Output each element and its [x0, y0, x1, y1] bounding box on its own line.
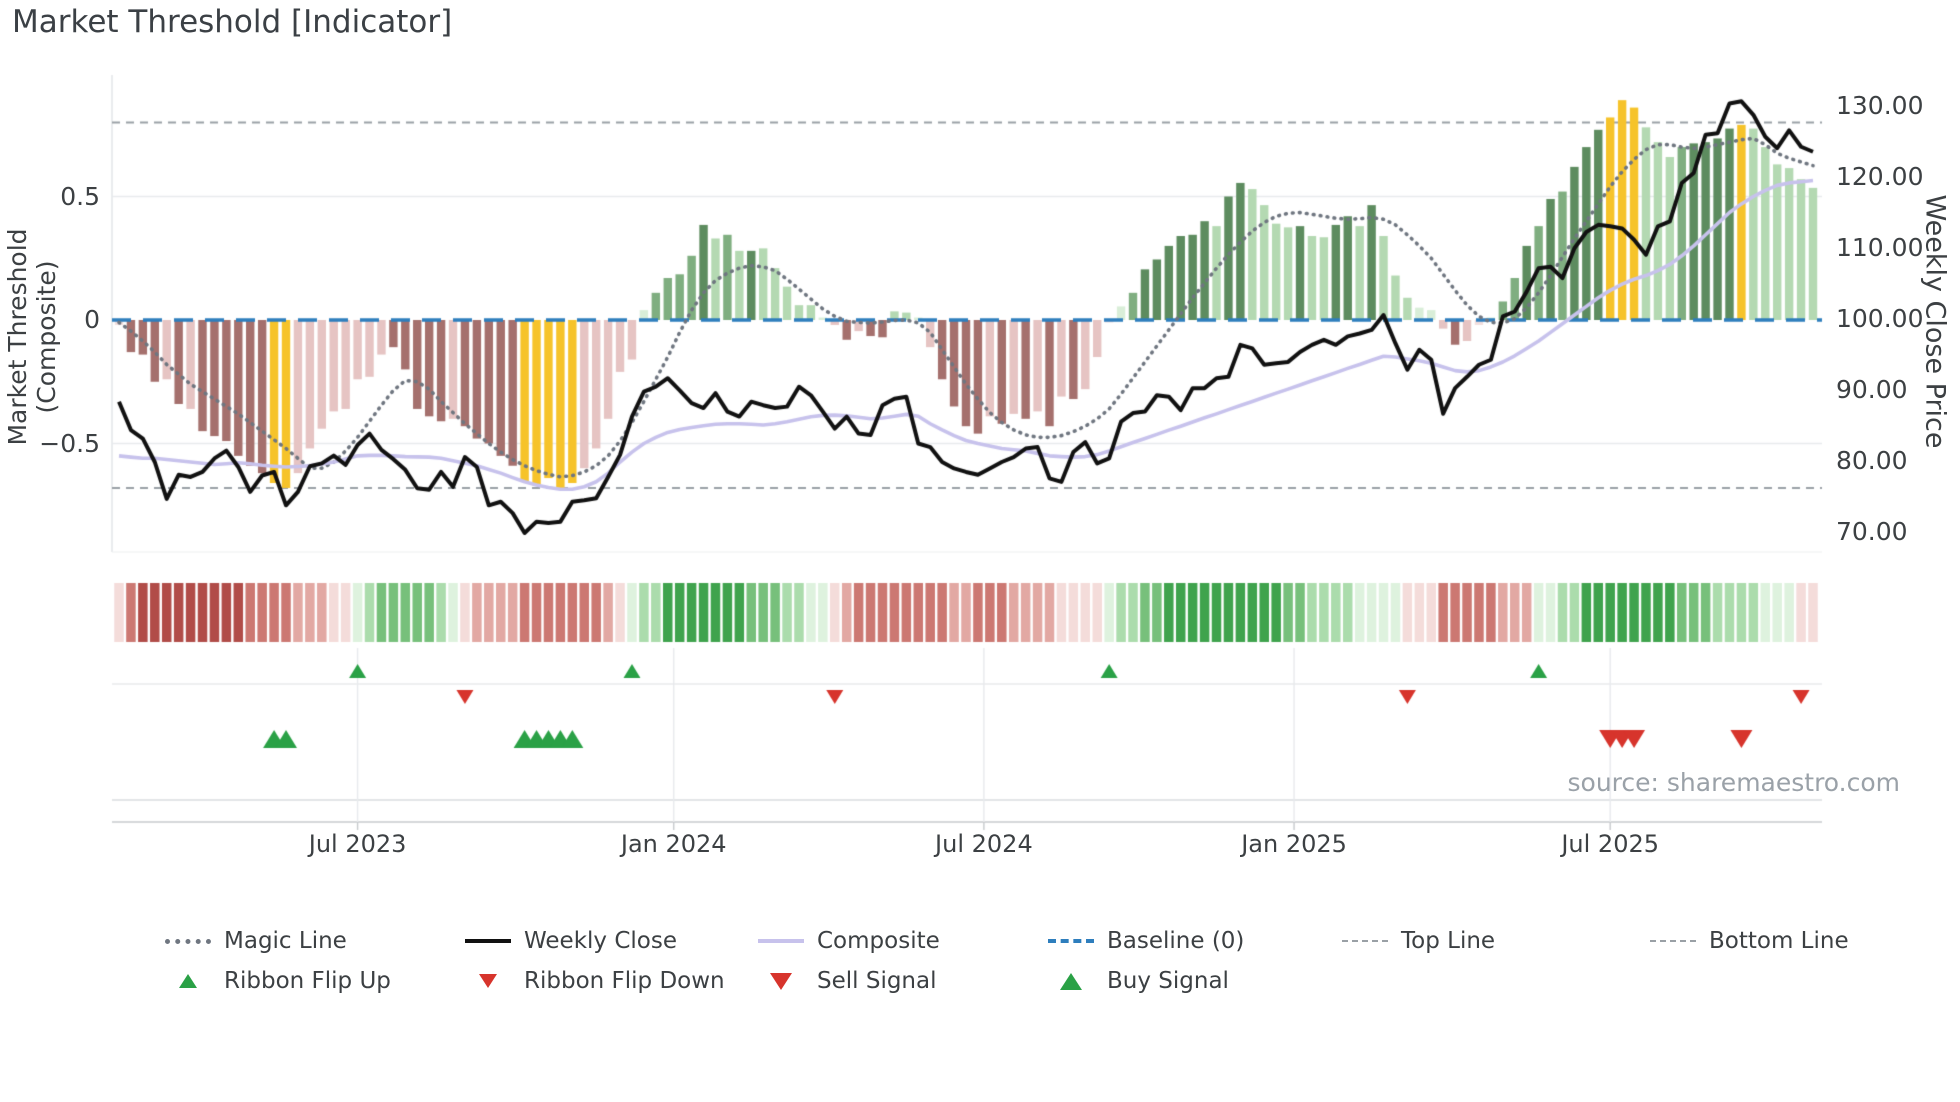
legend-item-buy-signal: Buy Signal — [1048, 966, 1229, 996]
right-axis-tick-110.00: 110.00 — [1836, 233, 1924, 262]
top-line-swatch — [1342, 940, 1388, 942]
legend-label-weekly-close: Weekly Close — [524, 928, 677, 954]
baseline-swatch — [1048, 939, 1094, 943]
legend-label-bottom-line: Bottom Line — [1709, 928, 1849, 954]
right-axis-tick-100.00: 100.00 — [1836, 304, 1924, 333]
page-title: Market Threshold [Indicator] — [12, 4, 453, 40]
legend-label-top-line: Top Line — [1401, 928, 1496, 954]
left-axis-tick-0.5: 0.5 — [60, 181, 100, 211]
legend-label-magic-line: Magic Line — [224, 928, 347, 954]
source-attribution: source: sharemaestro.com — [1567, 768, 1901, 797]
ribbon-flip-up-swatch — [165, 974, 211, 988]
x-axis-tick-Jul-2024: Jul 2024 — [935, 830, 1033, 858]
right-axis-tick-80.00: 80.00 — [1836, 446, 1908, 475]
weekly-close-swatch — [465, 939, 511, 943]
left-axis-title: Market Threshold (Composite) — [3, 228, 61, 446]
legend-label-sell-signal: Sell Signal — [817, 968, 937, 994]
right-axis-tick-70.00: 70.00 — [1836, 517, 1908, 546]
x-axis-tick-Jul-2023: Jul 2023 — [308, 830, 407, 858]
sell-signal-swatch — [758, 972, 804, 990]
x-axis-tick-Jan-2025: Jan 2025 — [1241, 830, 1347, 858]
legend-item-weekly-close: Weekly Close — [465, 926, 677, 956]
left-axis-tick-0: 0 — [84, 305, 100, 334]
right-axis-tick-90.00: 90.00 — [1836, 375, 1908, 404]
legend-item-composite: Composite — [758, 926, 940, 956]
magic-line-swatch — [165, 938, 211, 944]
legend-item-sell-signal: Sell Signal — [758, 966, 937, 996]
legend-label-ribbon-flip-up: Ribbon Flip Up — [224, 968, 391, 994]
legend-item-ribbon-flip-down: Ribbon Flip Down — [465, 966, 725, 996]
right-axis-tick-120.00: 120.00 — [1836, 162, 1924, 191]
legend-item-bottom-line: Bottom Line — [1650, 926, 1849, 956]
legend-item-top-line: Top Line — [1342, 926, 1495, 956]
x-axis-tick-Jul-2025: Jul 2025 — [1561, 830, 1660, 858]
ribbon-flip-down-swatch — [465, 974, 511, 988]
legend-item-ribbon-flip-up: Ribbon Flip Up — [165, 966, 391, 996]
buy-signal-swatch — [1048, 972, 1094, 990]
x-axis-tick-Jan-2024: Jan 2024 — [620, 830, 727, 858]
legend-item-magic-line: Magic Line — [165, 926, 347, 956]
legend-item-baseline: Baseline (0) — [1048, 926, 1244, 956]
composite-swatch — [758, 939, 804, 943]
chart-legend: Magic Line Weekly Close Composite Baseline … — [0, 916, 1960, 1026]
legend-label-baseline: Baseline (0) — [1107, 928, 1245, 954]
right-axis-tick-130.00: 130.00 — [1836, 91, 1924, 120]
legend-label-buy-signal: Buy Signal — [1107, 968, 1229, 994]
bottom-line-swatch — [1650, 940, 1696, 942]
legend-label-ribbon-flip-down: Ribbon Flip Down — [524, 968, 725, 994]
left-axis-tick-−0.5: −0.5 — [39, 428, 100, 458]
legend-label-composite: Composite — [817, 928, 940, 954]
